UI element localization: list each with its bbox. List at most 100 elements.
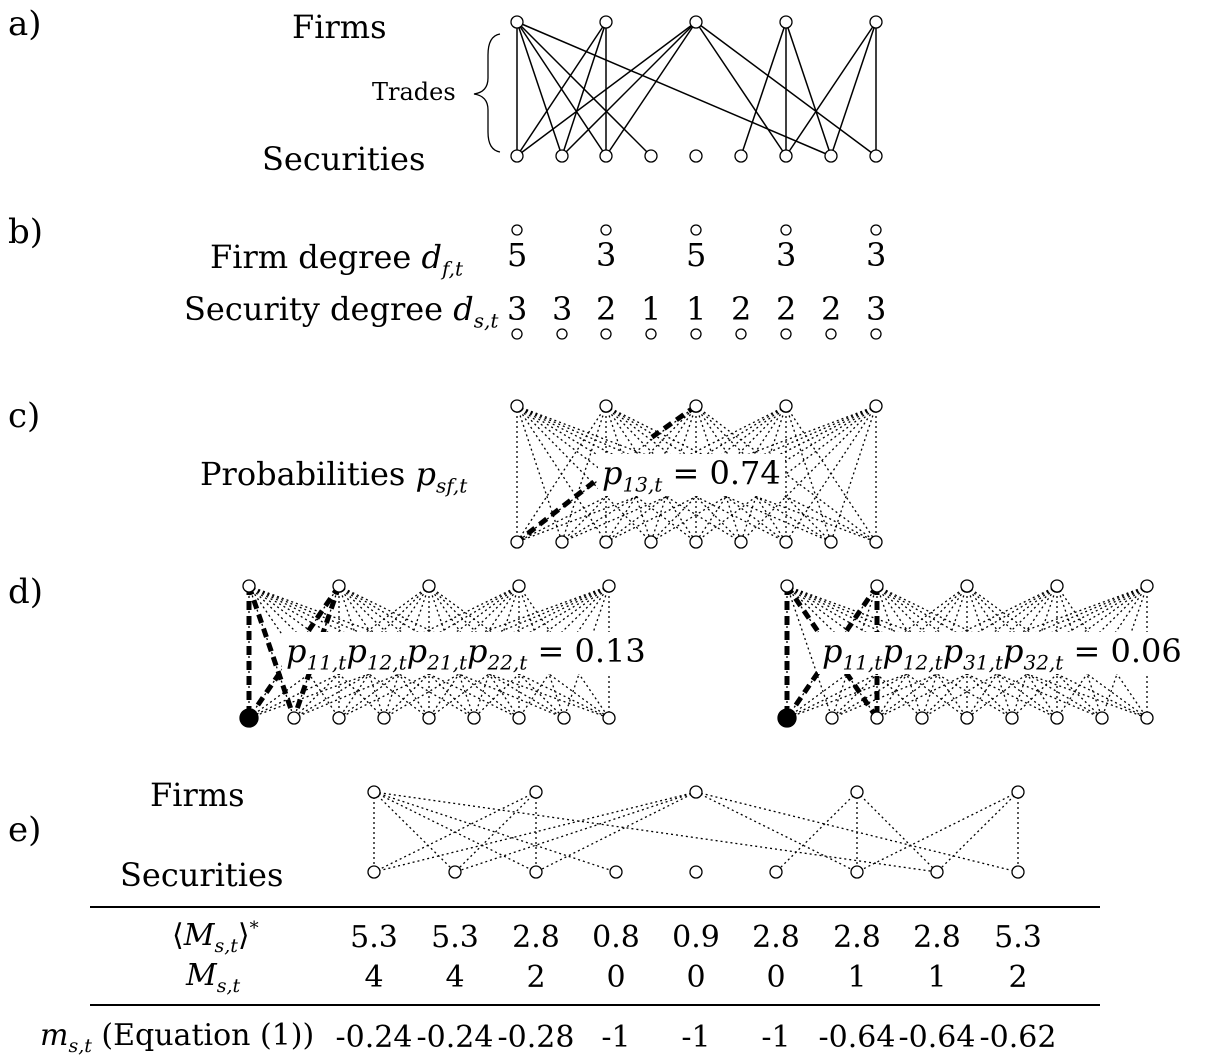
probability-edge <box>966 585 1013 719</box>
firm-node <box>869 15 883 29</box>
probability-edge <box>428 585 520 719</box>
security-degree-value: 1 <box>686 290 707 328</box>
probability-edge <box>740 405 877 543</box>
security-degree-value: 3 <box>866 290 887 328</box>
security-degree-value: 2 <box>821 290 842 328</box>
expected-edge <box>535 791 697 873</box>
d-right-annotation: p11,tp12,tp31,tp32,t = 0.06 <box>818 632 1186 675</box>
firm-node <box>1140 579 1154 593</box>
table-bottom-rule <box>90 1004 1100 1006</box>
m-value: -1 <box>681 1020 711 1055</box>
security-node <box>529 865 543 879</box>
security-node <box>599 535 613 549</box>
trade-edge <box>605 21 697 157</box>
firm-node <box>690 224 702 236</box>
probability-edge <box>1056 585 1103 719</box>
probability-edge <box>248 585 340 719</box>
security-degree-value: 3 <box>507 290 528 328</box>
panel-d-label: d) <box>8 572 44 612</box>
observed-M-value: 1 <box>847 960 867 995</box>
firm-node <box>600 224 612 236</box>
expected-edge <box>695 791 858 873</box>
probability-edge <box>1056 585 1148 719</box>
security-node <box>689 865 703 879</box>
security-node <box>556 328 568 340</box>
trade-edge <box>516 21 563 157</box>
security-node <box>689 535 703 549</box>
expected-M-value: 0.9 <box>672 920 720 955</box>
expected-edge <box>454 791 537 873</box>
firm-node <box>689 785 703 799</box>
trade-edge <box>740 21 787 157</box>
expected-M-value: 2.8 <box>512 920 560 955</box>
security-node <box>645 328 657 340</box>
security-node <box>287 711 301 725</box>
probability-edge <box>786 585 833 719</box>
security-node <box>869 149 883 163</box>
expected-M-value: 0.8 <box>592 920 640 955</box>
security-degree-value: 2 <box>776 290 797 328</box>
observed-M-value: 0 <box>606 960 626 995</box>
d-left-annotation: p11,tp12,tp21,tp22,t = 0.13 <box>282 632 650 675</box>
probability-edge <box>831 585 968 719</box>
probability-edge <box>876 585 1013 719</box>
security-node <box>850 865 864 879</box>
security-node <box>734 535 748 549</box>
security-node <box>824 535 838 549</box>
security-node <box>511 328 523 340</box>
m-label: ms,t (Equation (1)) <box>40 1018 315 1057</box>
firm-node <box>602 579 616 593</box>
firm-node <box>529 785 543 799</box>
firm-node <box>689 399 703 413</box>
security-node <box>930 865 944 879</box>
security-node <box>1005 711 1019 725</box>
m-value: -0.64 <box>818 1020 896 1055</box>
expected-edge <box>373 791 537 873</box>
firm-node <box>512 579 526 593</box>
security-node <box>609 865 623 879</box>
trade-edge <box>695 21 787 157</box>
security-node <box>510 535 524 549</box>
security-node <box>1050 711 1064 725</box>
firm-node <box>510 399 524 413</box>
security-node <box>377 711 391 725</box>
firm-node <box>367 785 381 799</box>
expected-edge <box>936 791 1019 873</box>
security-node <box>779 535 793 549</box>
security-node <box>870 711 884 725</box>
e-firms-label: Firms <box>150 776 245 814</box>
m-value: -0.62 <box>979 1020 1057 1055</box>
firm-node <box>870 579 884 593</box>
trade-edge <box>785 21 832 157</box>
firm-node <box>779 399 793 413</box>
firm-node <box>850 785 864 799</box>
highlighted-edge <box>246 585 297 719</box>
security-node <box>600 328 612 340</box>
security-node <box>1095 711 1109 725</box>
security-node <box>602 711 616 725</box>
expected-edge <box>856 791 938 873</box>
probability-edge <box>293 585 340 719</box>
expected-M-value: 2.8 <box>833 920 881 955</box>
firm-degree-value: 5 <box>686 236 707 274</box>
probability-edge <box>921 585 968 719</box>
table-top-rule <box>90 906 1100 908</box>
expected-M-label: ⟨Ms,t⟩* <box>172 918 259 957</box>
firm-node <box>599 15 613 29</box>
panel-c-label: c) <box>8 396 41 436</box>
probability-edge <box>248 585 295 719</box>
m-value: -1 <box>601 1020 631 1055</box>
panel-e-label: e) <box>8 810 42 850</box>
probability-edge <box>876 585 968 719</box>
probability-edge <box>428 585 565 719</box>
probability-edge <box>1011 585 1058 719</box>
probabilities-label: Probabilities psf,t <box>200 455 468 498</box>
probability-edge <box>786 585 878 719</box>
trades-label: Trades <box>372 78 456 106</box>
firm-degree-value: 3 <box>776 236 797 274</box>
security-node <box>367 865 381 879</box>
probability-edge <box>518 585 565 719</box>
security-node <box>825 328 837 340</box>
probability-edge <box>248 585 340 719</box>
